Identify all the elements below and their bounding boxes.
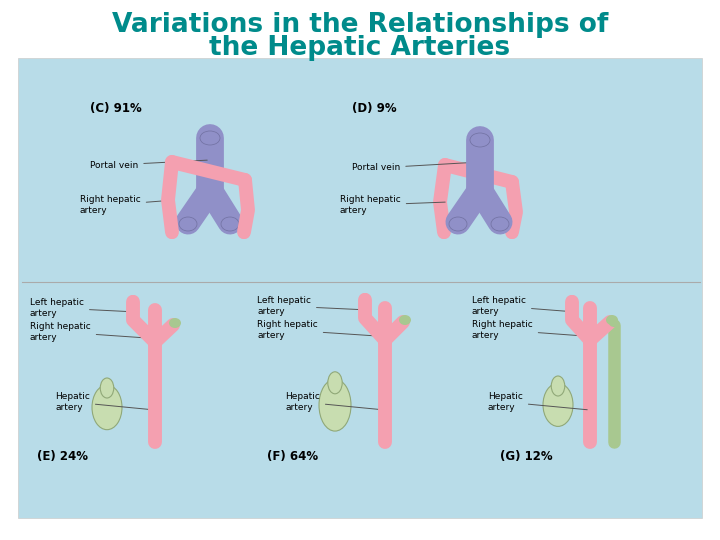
Ellipse shape [179,217,197,231]
Text: Portal vein: Portal vein [90,160,207,170]
Text: Right hepatic
artery: Right hepatic artery [472,320,581,340]
Ellipse shape [166,229,178,239]
Ellipse shape [606,315,618,325]
Ellipse shape [328,372,342,394]
Ellipse shape [127,295,139,305]
Ellipse shape [609,319,619,327]
Text: Left hepatic
artery: Left hepatic artery [472,296,573,316]
Ellipse shape [150,440,160,448]
Ellipse shape [438,229,450,239]
Ellipse shape [359,293,371,303]
Text: Right hepatic
artery: Right hepatic artery [30,322,144,342]
Text: Portal vein: Portal vein [352,162,477,172]
Text: Right hepatic
artery: Right hepatic artery [80,195,172,215]
Text: Hepatic
artery: Hepatic artery [488,392,588,411]
Ellipse shape [169,318,181,328]
Ellipse shape [221,217,239,231]
Text: (E) 24%: (E) 24% [37,450,88,463]
Ellipse shape [552,376,564,396]
Ellipse shape [200,131,220,145]
Text: Left hepatic
artery: Left hepatic artery [30,298,134,318]
Text: (G) 12%: (G) 12% [500,450,553,463]
Ellipse shape [148,336,162,348]
Text: Hepatic
artery: Hepatic artery [55,392,152,411]
Ellipse shape [566,295,578,305]
Ellipse shape [449,217,467,231]
Text: Right hepatic
artery: Right hepatic artery [340,195,445,215]
Text: Right hepatic
artery: Right hepatic artery [257,320,374,340]
Ellipse shape [609,440,619,448]
Ellipse shape [380,440,390,448]
Ellipse shape [491,217,509,231]
Text: Variations in the Relationships of: Variations in the Relationships of [112,12,608,38]
Ellipse shape [506,229,518,239]
Ellipse shape [378,334,392,346]
Bar [18,58,702,518]
Text: Hepatic
artery: Hepatic artery [285,392,382,411]
Ellipse shape [470,133,490,147]
Ellipse shape [399,315,411,325]
Ellipse shape [543,383,573,427]
Ellipse shape [100,378,114,398]
Ellipse shape [319,379,351,431]
Text: the Hepatic Arteries: the Hepatic Arteries [210,35,510,61]
Ellipse shape [92,385,122,430]
Text: Left hepatic
artery: Left hepatic artery [257,296,366,316]
Text: (F) 64%: (F) 64% [267,450,318,463]
Text: (C) 91%: (C) 91% [90,102,142,115]
Ellipse shape [585,440,595,448]
Text: (D) 9%: (D) 9% [352,102,397,115]
Ellipse shape [238,229,250,239]
